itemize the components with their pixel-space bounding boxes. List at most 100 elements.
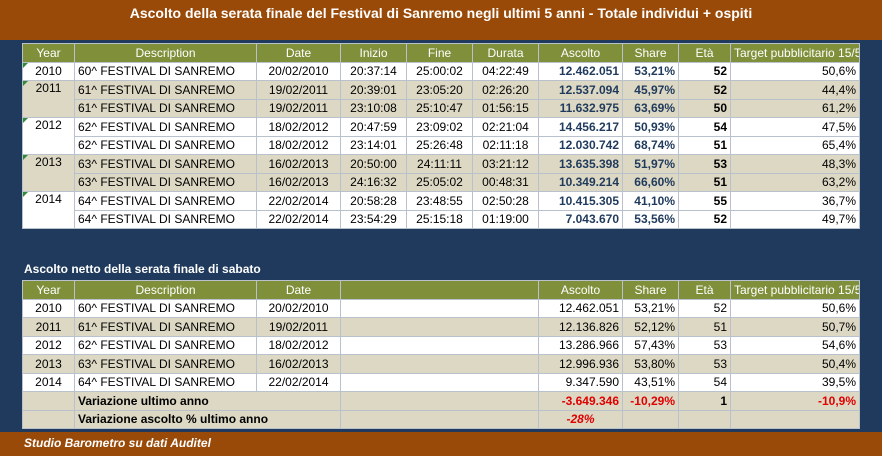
eta-cell: 54 — [678, 117, 731, 137]
year-cell: 2011 — [22, 317, 75, 337]
inizio-cell: 20:47:59 — [340, 117, 407, 137]
ascolto-cell: 7.043.670 — [538, 209, 623, 229]
blank-cell — [340, 335, 539, 355]
share-cell: 51,97% — [622, 154, 679, 174]
share-cell: 66,60% — [622, 172, 679, 192]
variation-ascolto: -3.649.346 — [538, 391, 623, 411]
variation-label: Variazione ultimo anno — [74, 391, 341, 411]
date-cell: 18/02/2012 — [256, 335, 341, 355]
ascolto-cell: 14.456.217 — [538, 117, 623, 137]
durata-cell: 01:19:00 — [472, 209, 539, 229]
table-row: 61^ FESTIVAL DI SANREMO 19/02/2011 23:10… — [22, 98, 860, 118]
ascolto-cell: 10.349.214 — [538, 172, 623, 192]
blank-cell — [340, 298, 539, 318]
inizio-cell: 23:14:01 — [340, 135, 407, 155]
description-cell: 64^ FESTIVAL DI SANREMO — [74, 372, 257, 392]
description-cell: 61^ FESTIVAL DI SANREMO — [74, 98, 257, 118]
share-cell: 68,74% — [622, 135, 679, 155]
fine-cell: 25:05:02 — [406, 172, 473, 192]
date-cell: 22/02/2014 — [256, 372, 341, 392]
col-date: Date — [256, 43, 341, 63]
year-cell: 2010 — [22, 61, 75, 81]
ascolto-cell: 12.136.826 — [538, 317, 623, 337]
table-row: 2013 63^ FESTIVAL DI SANREMO 16/02/2013 … — [22, 354, 860, 374]
fine-cell: 25:26:48 — [406, 135, 473, 155]
share-cell: 53,56% — [622, 209, 679, 229]
blank-cell — [678, 409, 731, 429]
col-ascolto: Ascolto — [538, 43, 623, 63]
variation-pct-ascolto: -28% — [538, 409, 623, 429]
blank-cell — [340, 391, 539, 411]
target-cell: 50,6% — [730, 298, 860, 318]
net-audience-table: Year Description Date Ascolto Share Età … — [22, 280, 860, 429]
description-cell: 62^ FESTIVAL DI SANREMO — [74, 117, 257, 137]
eta-cell: 54 — [678, 372, 731, 392]
table-row: 64^ FESTIVAL DI SANREMO 22/02/2014 23:54… — [22, 209, 860, 229]
target-cell: 36,7% — [730, 191, 860, 211]
eta-cell: 53 — [678, 354, 731, 374]
table-row: 62^ FESTIVAL DI SANREMO 18/02/2012 23:14… — [22, 135, 860, 155]
table-row: 2013 63^ FESTIVAL DI SANREMO 16/02/2013 … — [22, 154, 860, 192]
durata-cell: 01:56:15 — [472, 98, 539, 118]
table-row: 2010 60^ FESTIVAL DI SANREMO 20/02/2010 … — [22, 298, 860, 318]
fine-cell: 23:05:20 — [406, 80, 473, 100]
date-cell: 19/02/2011 — [256, 80, 341, 100]
footer-source: Studio Barometro su dati Auditel — [0, 432, 882, 456]
share-cell: 41,10% — [622, 191, 679, 211]
variation-row: Variazione ultimo anno -3.649.346 -10,29… — [22, 391, 860, 411]
fine-cell: 24:11:11 — [406, 154, 473, 174]
year-cell: 2014 — [22, 191, 75, 229]
target-cell: 65,4% — [730, 135, 860, 155]
durata-cell: 02:21:04 — [472, 117, 539, 137]
variation-share: -10,29% — [622, 391, 679, 411]
table-row: 2011 61^ FESTIVAL DI SANREMO 19/02/2011 … — [22, 317, 860, 337]
share-cell: 53,80% — [622, 354, 679, 374]
description-cell: 61^ FESTIVAL DI SANREMO — [74, 80, 257, 100]
target-cell: 39,5% — [730, 372, 860, 392]
date-cell: 19/02/2011 — [256, 317, 341, 337]
description-cell: 62^ FESTIVAL DI SANREMO — [74, 135, 257, 155]
table-row: 2010 60^ FESTIVAL DI SANREMO 20/02/2010 … — [22, 61, 860, 81]
target-cell: 63,2% — [730, 172, 860, 192]
share-cell: 53,21% — [622, 61, 679, 81]
variation-eta: 1 — [678, 391, 731, 411]
col-year: Year — [22, 280, 75, 300]
date-cell: 20/02/2010 — [256, 61, 341, 81]
date-cell: 22/02/2014 — [256, 209, 341, 229]
eta-cell: 51 — [678, 135, 731, 155]
ascolto-cell: 9.347.590 — [538, 372, 623, 392]
durata-cell: 04:22:49 — [472, 61, 539, 81]
eta-cell: 53 — [678, 154, 731, 174]
durata-cell: 02:26:20 — [472, 80, 539, 100]
share-cell: 57,43% — [622, 335, 679, 355]
year-cell: 2013 — [22, 154, 75, 192]
blank-cell — [22, 391, 75, 411]
durata-cell: 02:11:18 — [472, 135, 539, 155]
table-row: 2014 64^ FESTIVAL DI SANREMO 22/02/2014 … — [22, 191, 860, 229]
ascolto-cell: 10.415.305 — [538, 191, 623, 211]
target-cell: 50,6% — [730, 61, 860, 81]
target-cell: 44,4% — [730, 80, 860, 100]
date-cell: 22/02/2014 — [256, 191, 341, 211]
fine-cell: 25:10:47 — [406, 98, 473, 118]
ascolto-cell: 12.462.051 — [538, 61, 623, 81]
col-target: Target pubblicitario 15/54 — [730, 43, 860, 63]
table-row: 2011 61^ FESTIVAL DI SANREMO 19/02/2011 … — [22, 80, 860, 118]
main-table-header: Year Description Date Inizio Fine Durata… — [22, 43, 860, 63]
col-share: Share — [622, 280, 679, 300]
description-cell: 64^ FESTIVAL DI SANREMO — [74, 209, 257, 229]
ascolto-cell: 12.030.742 — [538, 135, 623, 155]
target-cell: 61,2% — [730, 98, 860, 118]
description-cell: 64^ FESTIVAL DI SANREMO — [74, 191, 257, 211]
blank-cell — [340, 317, 539, 337]
year-cell: 2010 — [22, 298, 75, 318]
date-cell: 20/02/2010 — [256, 298, 341, 318]
eta-cell: 55 — [678, 191, 731, 211]
inizio-cell: 23:10:08 — [340, 98, 407, 118]
date-cell: 16/02/2013 — [256, 154, 341, 174]
variation-pct-row: Variazione ascolto % ultimo anno -28% — [22, 409, 860, 429]
col-fine: Fine — [406, 43, 473, 63]
target-cell: 49,7% — [730, 209, 860, 229]
share-cell: 53,21% — [622, 298, 679, 318]
year-cell: 2014 — [22, 372, 75, 392]
